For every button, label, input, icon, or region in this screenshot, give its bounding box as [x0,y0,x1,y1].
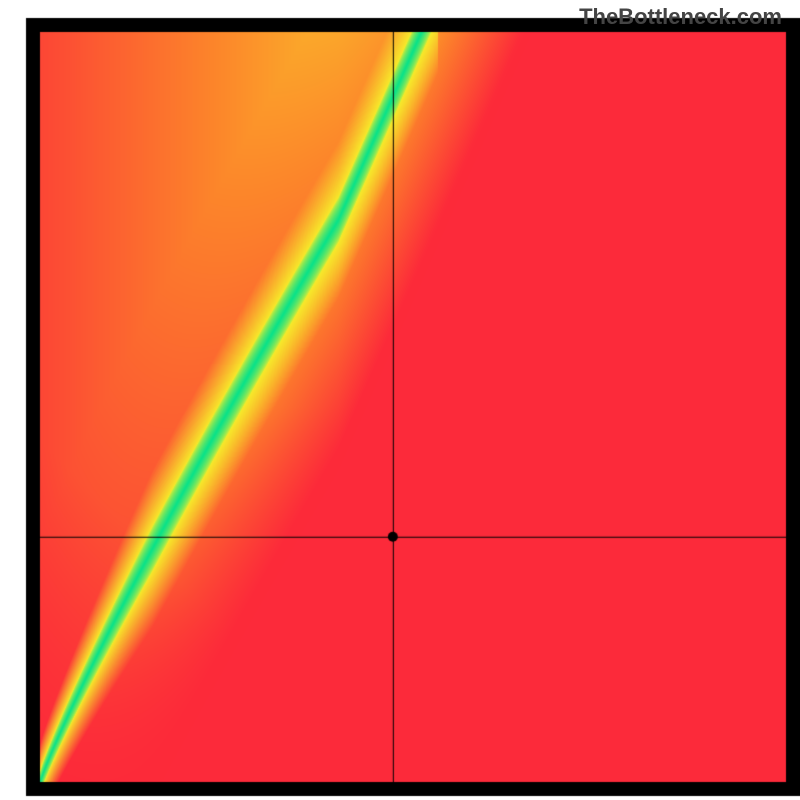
chart-container: TheBottleneck.com [0,0,800,800]
bottleneck-heatmap [0,0,800,800]
watermark-text: TheBottleneck.com [579,4,782,30]
